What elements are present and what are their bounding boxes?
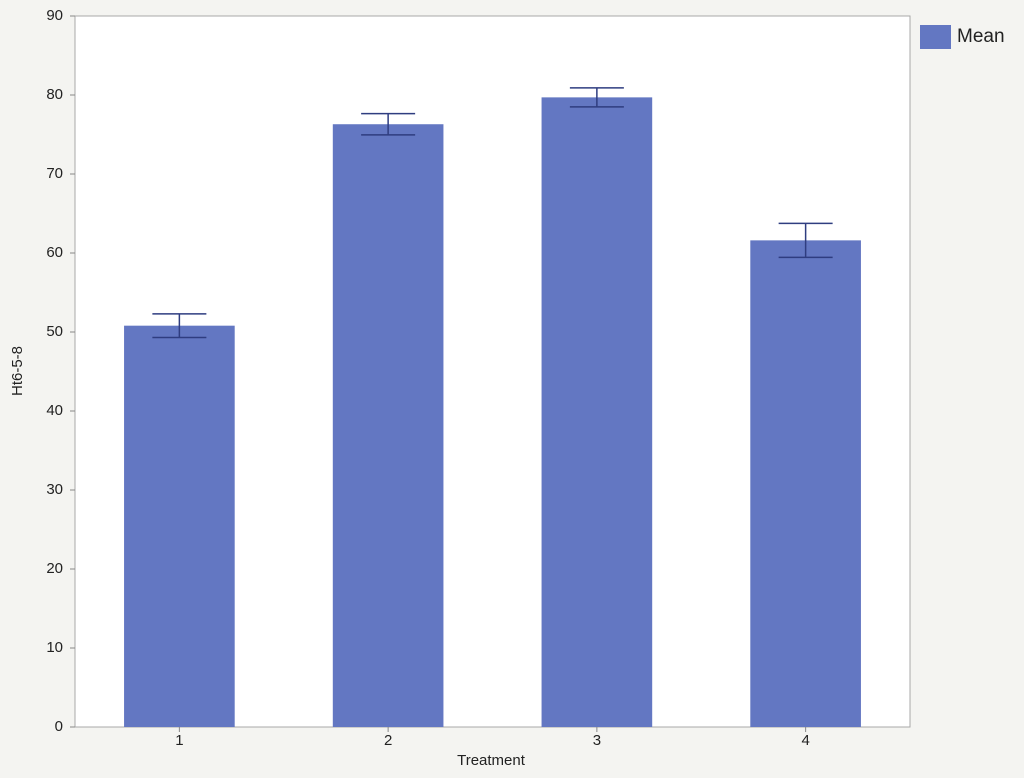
- bar: [124, 325, 235, 727]
- y-tick-label: 10: [46, 639, 63, 656]
- bar: [332, 124, 444, 728]
- x-tick-label: 4: [801, 732, 809, 749]
- y-tick-label: 30: [46, 481, 63, 498]
- y-tick-label: 40: [46, 402, 63, 419]
- bar: [541, 97, 653, 728]
- y-tick-label: 70: [46, 165, 63, 182]
- y-tick-label: 80: [46, 86, 63, 103]
- x-tick-label: 2: [384, 732, 392, 749]
- x-tick-label: 3: [593, 732, 601, 749]
- y-tick-label: 60: [46, 244, 63, 261]
- error-bar: [152, 313, 207, 339]
- bar: [750, 240, 861, 728]
- x-tick-label: 1: [175, 732, 183, 749]
- y-tick-label: 0: [55, 718, 63, 735]
- legend-swatch: [920, 25, 951, 49]
- legend-label: Mean: [957, 26, 1005, 47]
- error-bar: [778, 222, 833, 259]
- x-axis-label: Treatment: [457, 752, 526, 769]
- y-axis-label: Ht6-5-8: [9, 346, 26, 396]
- y-tick-label: 50: [46, 323, 63, 340]
- error-bar: [361, 112, 416, 136]
- y-tick-label: 20: [46, 560, 63, 577]
- y-tick-label: 90: [46, 7, 63, 24]
- error-bar: [569, 87, 624, 108]
